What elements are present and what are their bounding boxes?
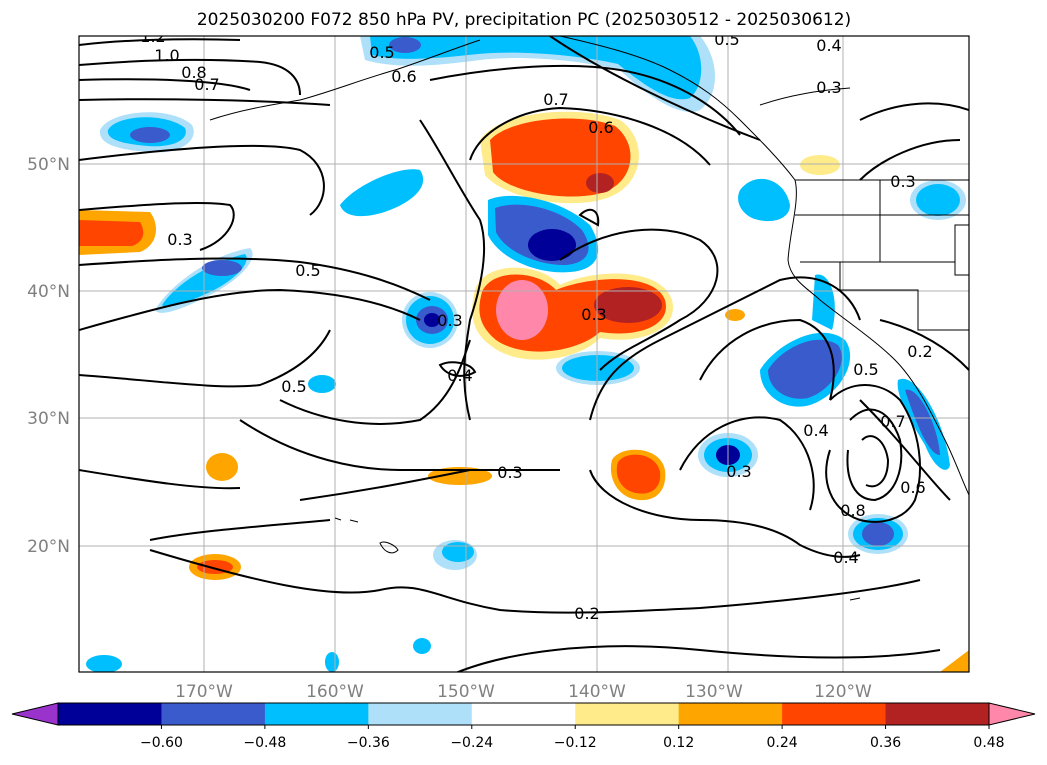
lon-label: 120°W	[814, 682, 872, 702]
contour-label: 0.5	[369, 43, 394, 62]
contour-label: 0.8	[840, 501, 865, 520]
longitude-labels: 170°W 160°W 150°W 140°W 130°W 120°W	[175, 682, 872, 702]
colorbar-tick-label: −0.24	[450, 735, 493, 751]
colorbar-tick-label: −0.48	[243, 735, 286, 751]
contour-label: 0.4	[816, 36, 841, 55]
contour-label: 0.7	[543, 90, 568, 109]
colorbar-tick-label: −0.36	[347, 735, 390, 751]
lat-label: 20°N	[27, 537, 70, 557]
colorbar-segment	[678, 703, 783, 725]
lat-label: 30°N	[27, 409, 70, 429]
figure-title: 2025030200 F072 850 hPa PV, precipitatio…	[197, 10, 851, 30]
contour-label: 0.4	[447, 366, 472, 385]
colorbar-segment	[368, 703, 473, 725]
contour-label: 0.2	[574, 604, 599, 623]
contour-label: 1.2	[140, 27, 165, 46]
lon-label: 130°W	[685, 682, 743, 702]
pv-contours	[79, 36, 969, 672]
contour-label: 0.5	[295, 261, 320, 280]
contour-label: 0.7	[194, 75, 219, 94]
contour-label: 0.2	[907, 342, 932, 361]
contour-label: 0.3	[890, 172, 915, 191]
map-frame	[78, 35, 970, 673]
contour-label: 0.3	[437, 311, 462, 330]
colorbar-segment	[58, 703, 162, 725]
colorbar-segment	[782, 703, 887, 725]
colorbar-tick-label: 0.36	[870, 735, 901, 751]
contour-label: 0.3	[726, 462, 751, 481]
colorbar-extend-high	[988, 702, 1036, 726]
contour-labels: 1.2 1.0 0.8 0.7 0.5 0.6 0.5 0.4 0.3 0.6 …	[140, 27, 932, 623]
contour-label: 0.5	[281, 377, 306, 396]
contour-label: 0.6	[588, 118, 613, 137]
colorbar-segment	[471, 703, 576, 725]
colorbar-tick-label: 0.24	[767, 735, 798, 751]
colorbar-frame	[57, 702, 990, 726]
colorbar-segment	[161, 703, 266, 725]
colorbar-segment	[575, 703, 680, 725]
precip-shading	[79, 36, 969, 672]
lat-label: 40°N	[27, 282, 70, 302]
lon-label: 150°W	[437, 682, 495, 702]
colorbar-segment	[885, 703, 990, 725]
contour-label: 0.3	[816, 78, 841, 97]
latitude-labels: 50°N 40°N 30°N 20°N	[27, 155, 70, 557]
colorbar-tick-label: 0.48	[973, 735, 1004, 751]
lon-label: 140°W	[568, 682, 626, 702]
contour-label: 0.5	[714, 30, 739, 49]
colorbar-tick-label: −0.60	[140, 735, 183, 751]
colorbar-tick-label: 0.12	[663, 735, 694, 751]
contour-label: 0.3	[167, 230, 192, 249]
contour-label: 0.7	[880, 412, 905, 431]
colorbar: −0.60 −0.48 −0.36 −0.24 −0.12 0.12 0.24 0.36 0.4…	[11, 702, 1036, 751]
contour-label: 0.3	[581, 305, 606, 324]
contour-label: 0.3	[497, 463, 522, 482]
lon-label: 170°W	[175, 682, 233, 702]
lat-label: 50°N	[27, 155, 70, 175]
contour-label: 0.6	[900, 478, 925, 497]
contour-label: 0.8	[181, 63, 206, 82]
contour-label: 0.5	[853, 360, 878, 379]
contour-label: 0.4	[833, 548, 858, 567]
lon-label: 160°W	[306, 682, 364, 702]
map-area: 1.2 1.0 0.8 0.7 0.5 0.6 0.5 0.4 0.3 0.6 …	[79, 27, 969, 672]
coastlines	[209, 36, 969, 601]
contour-label: 0.4	[803, 421, 828, 440]
colorbar-segment	[264, 703, 369, 725]
colorbar-extend-low	[11, 702, 59, 726]
contour-label: 0.6	[391, 67, 416, 86]
colorbar-tick-label: −0.12	[554, 735, 597, 751]
contour-label: 1.0	[154, 46, 179, 65]
